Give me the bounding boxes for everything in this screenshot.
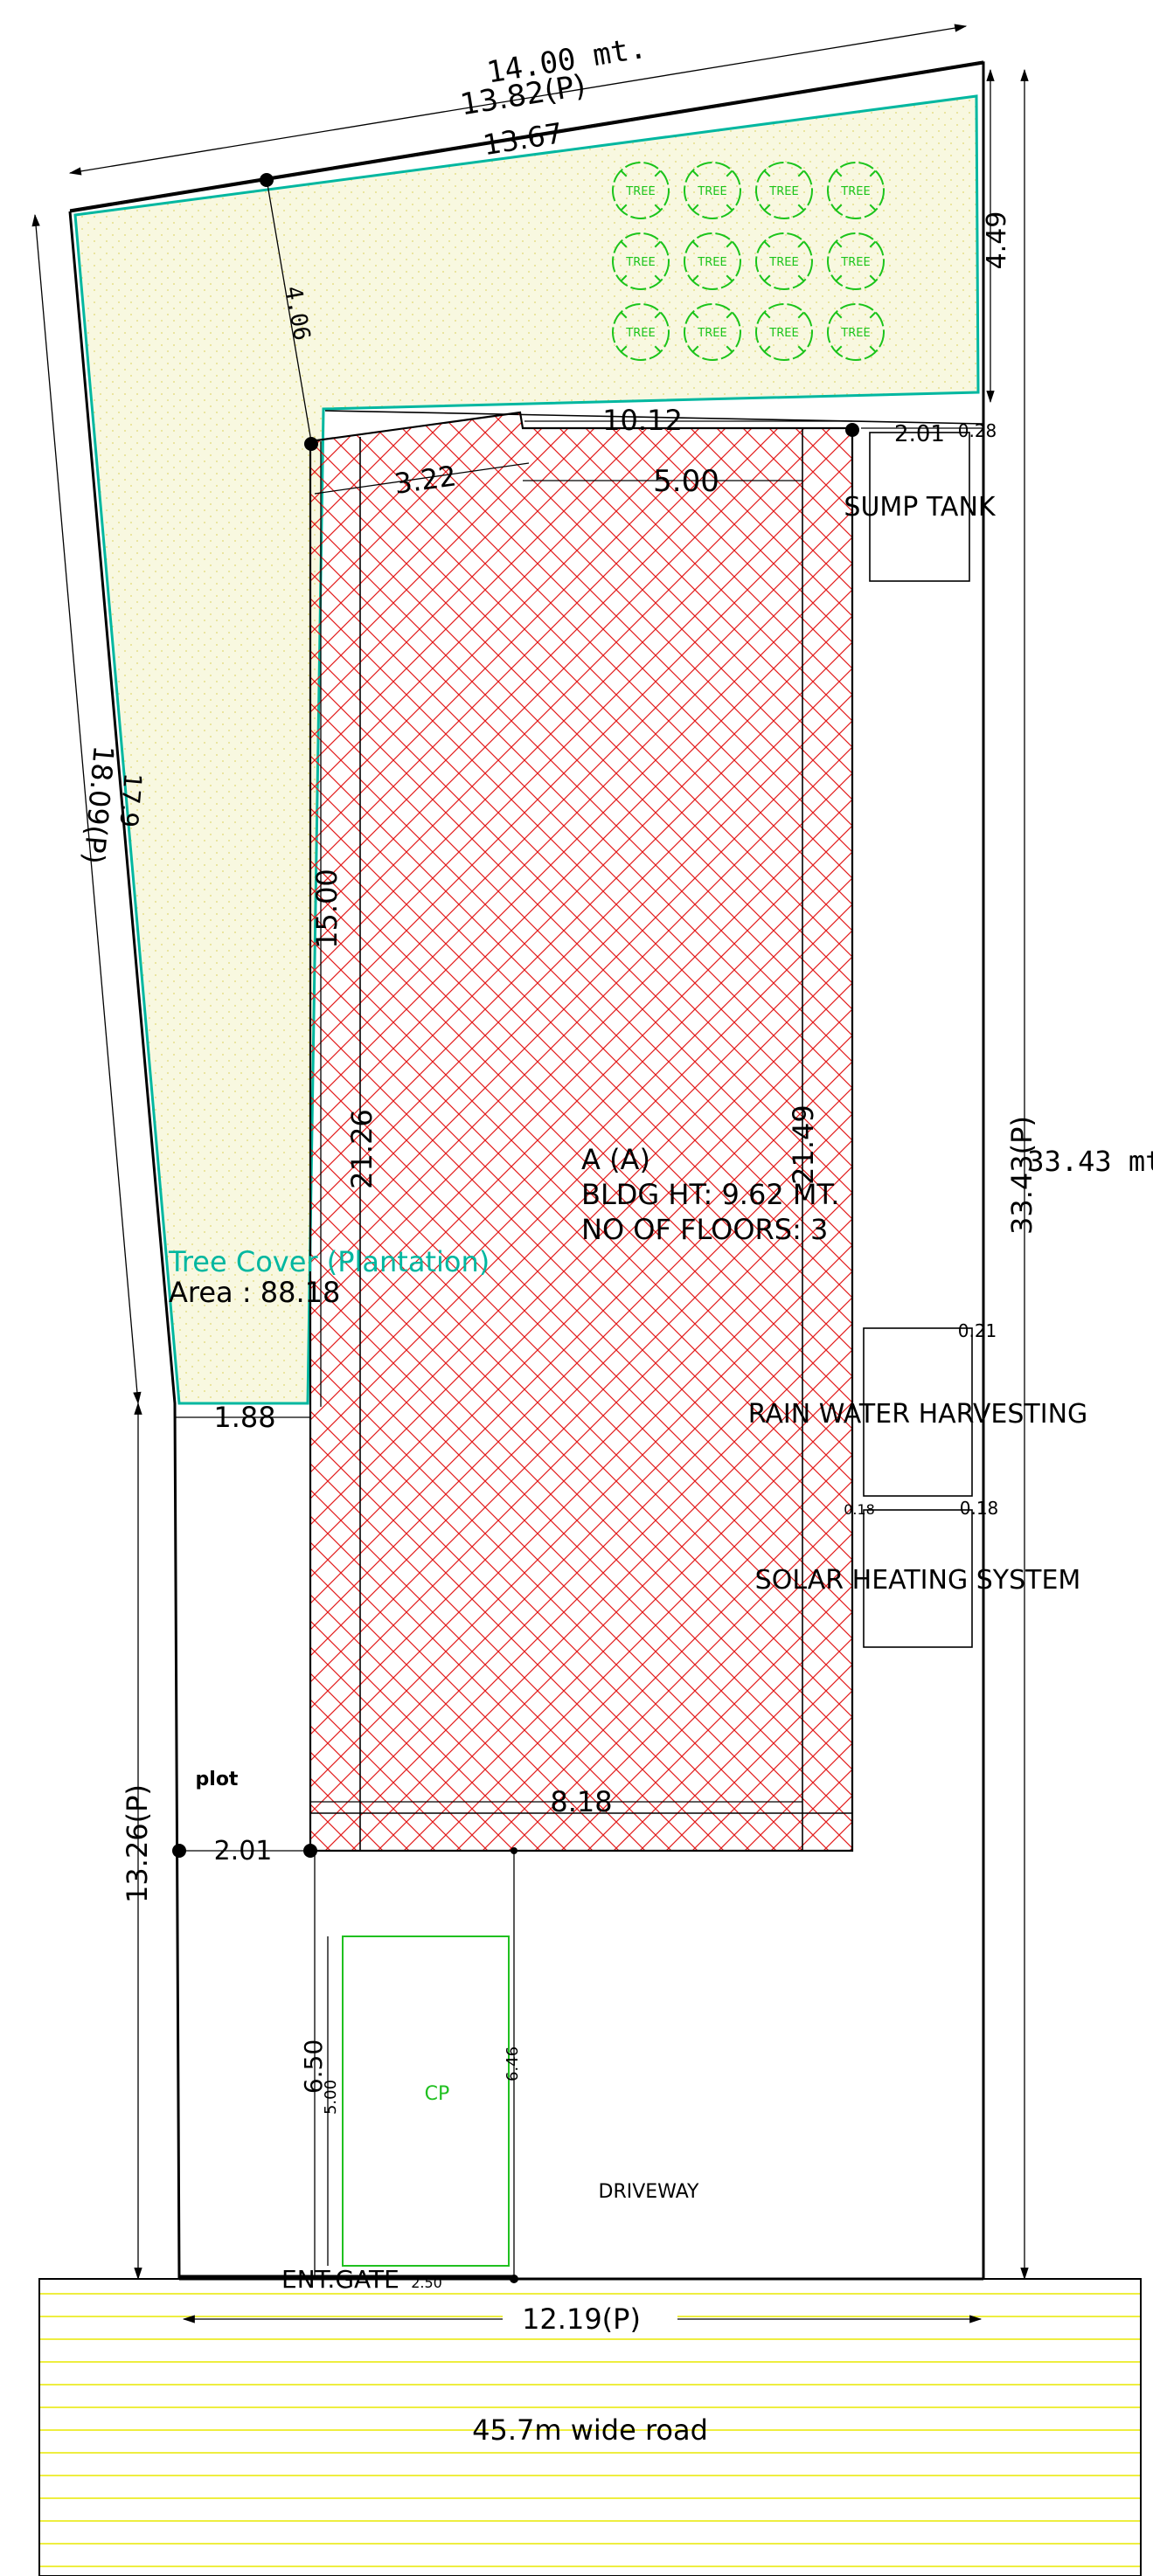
- dim-vertical-21-49-label: 21.49: [787, 1104, 820, 1185]
- dim-building-width-label: 8.18: [550, 1785, 612, 1818]
- tree-symbol: TREE: [684, 303, 741, 361]
- tree-cover-area-label: Area : 88.18: [169, 1276, 340, 1309]
- tree-label: TREE: [768, 185, 798, 198]
- tree-symbol: TREE: [755, 232, 813, 290]
- tree-symbol: TREE: [827, 232, 885, 290]
- tree-label: TREE: [697, 185, 726, 198]
- sump-tank-label: SUMP TANK: [844, 492, 996, 523]
- tree-symbol: TREE: [755, 303, 813, 361]
- dim-top-overall: [68, 24, 968, 176]
- dim-cp-small-label: 5.00: [322, 2080, 340, 2115]
- tree-symbol: TREE: [612, 303, 670, 361]
- dim-setback-point-a: [172, 1844, 186, 1858]
- rain-water-label: RAIN WATER HARVESTING: [748, 1399, 1088, 1430]
- dim-slant: [266, 178, 312, 442]
- tree-symbol: TREE: [612, 232, 670, 290]
- tree-symbol: TREE: [612, 162, 670, 219]
- tree-label: TREE: [625, 256, 655, 269]
- tree-symbol: TREE: [684, 232, 741, 290]
- tree-symbol: TREE: [684, 162, 741, 219]
- dim-right-overall-label: 33.43 mt.: [1027, 1145, 1153, 1178]
- tree-label: TREE: [840, 185, 870, 198]
- dim-right-proposed-label: 33.43(P): [1005, 1116, 1038, 1235]
- dim-top-building-point: [845, 423, 859, 437]
- dim-left-gap-label: 1.88: [213, 1401, 275, 1434]
- dim-left-small-label: 17.9: [114, 772, 147, 828]
- dim-setback-label: 2.01: [214, 1836, 273, 1866]
- tree-label: TREE: [768, 327, 798, 340]
- gate-width-label: 2.50: [411, 2275, 442, 2291]
- tree-label: TREE: [625, 327, 655, 340]
- dim-step-b-label: 5.00: [653, 464, 719, 499]
- road-label: 45.7m wide road: [472, 2413, 708, 2447]
- tree-label: TREE: [697, 256, 726, 269]
- solar-small-b-label: 0.18: [960, 1498, 999, 1519]
- dim-vertical-21-26-label: 21.26: [345, 1109, 379, 1189]
- dim-left-proposed-label: 18.09(P): [77, 744, 121, 866]
- tree-symbol: TREE: [827, 303, 885, 361]
- dim-slant-point-b: [304, 437, 318, 451]
- tree-label: TREE: [840, 327, 870, 340]
- building-floors: NO OF FLOORS: 3: [581, 1213, 828, 1246]
- dim-front-label-bg: [503, 2300, 677, 2335]
- tree-label: TREE: [625, 185, 655, 198]
- driveway-label: DRIVEWAY: [599, 2181, 700, 2203]
- dim-top-building-label: 10.12: [602, 404, 683, 437]
- solar-label: SOLAR HEATING SYSTEM: [755, 1565, 1081, 1596]
- dim-top-proposed: [69, 60, 984, 211]
- building-footprint: [309, 411, 854, 1852]
- building-name: A (A): [581, 1143, 650, 1176]
- solar-heating-box: [863, 1509, 973, 1648]
- rain-water-box: [863, 1327, 973, 1497]
- dim-front-proposed-label: 12.19(P): [522, 2302, 641, 2336]
- dim-slant-point-a: [260, 173, 274, 187]
- dim-step-a: [314, 462, 530, 495]
- dim-left-proposed: [31, 213, 142, 1405]
- tree-label: TREE: [697, 327, 726, 340]
- tree-cover-area: [73, 94, 980, 1405]
- tree-label: TREE: [768, 256, 798, 269]
- cp-label: CP: [425, 2083, 450, 2105]
- tree-label: TREE: [840, 256, 870, 269]
- tree-symbol: TREE: [755, 162, 813, 219]
- plot-divider: [324, 410, 984, 425]
- dim-cp-right-label: 6.46: [504, 2046, 522, 2081]
- tree-symbol: TREE: [827, 162, 885, 219]
- dim-driveway-length-label: 6.50: [299, 2039, 328, 2094]
- building-height: BLDG HT: 9.62 MT.: [581, 1178, 839, 1211]
- sump-tank-box: [869, 432, 970, 582]
- tree-grid: TREE TREE TREE TREE TREE TREE TREE TREE TREE TREE…: [612, 162, 885, 361]
- dim-left-lower-label: 13.26(P): [121, 1784, 154, 1903]
- tree-cover-title: Tree Cover (Plantation): [168, 1245, 490, 1278]
- dim-setback-point-b: [303, 1844, 317, 1858]
- rwh-small-label: 0.21: [958, 1320, 997, 1341]
- dim-driveway-point: [511, 1847, 517, 1854]
- dim-sump-width-label: 2.01: [894, 421, 945, 447]
- gate-label: ENT.GATE: [281, 2265, 399, 2294]
- solar-small-a-label: 0.18: [844, 1501, 875, 1518]
- plot-label: plot: [196, 1769, 239, 1790]
- dim-sump-small-label: 0.28: [958, 420, 997, 441]
- car-park-box: [342, 1935, 510, 2267]
- dim-right-top-label: 4.49: [982, 211, 1012, 270]
- dim-vertical-15-label: 15.00: [310, 869, 344, 949]
